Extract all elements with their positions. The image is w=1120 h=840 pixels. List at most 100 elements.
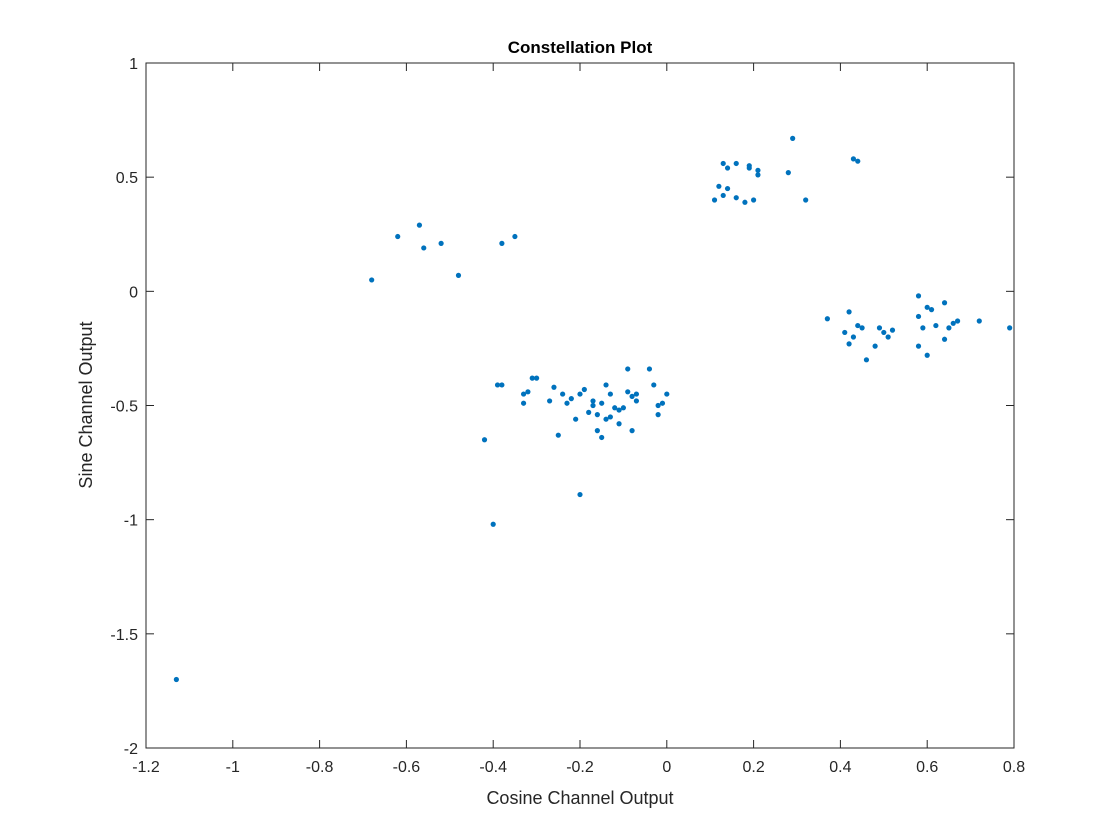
scatter-point <box>573 416 579 422</box>
scatter-point <box>720 160 726 167</box>
scatter-point <box>846 341 852 347</box>
scatter-point <box>494 382 501 388</box>
scatter-point <box>455 272 462 278</box>
scatter-point <box>733 160 739 167</box>
scatter-point <box>842 329 848 336</box>
scatter-point <box>785 170 791 176</box>
scatter-point <box>590 402 596 409</box>
scatter-point <box>534 375 540 381</box>
x-tick-label: -1 <box>226 759 240 776</box>
scatter-point <box>790 135 796 141</box>
scatter-point <box>547 398 553 404</box>
y-tick-label: -2 <box>124 741 138 758</box>
y-tick-label: 0 <box>129 284 138 301</box>
scatter-point <box>560 391 566 397</box>
scatter-point <box>950 320 956 326</box>
scatter-point <box>1007 325 1013 331</box>
scatter-point <box>724 185 731 192</box>
scatter-point <box>481 437 488 443</box>
scatter-point <box>633 391 640 397</box>
x-tick-label: -1.2 <box>132 759 160 776</box>
scatter-point <box>889 327 896 333</box>
y-tick-labels: -2 -1.5 -1 -0.5 0 0.5 1 <box>110 56 138 758</box>
scatter-point <box>616 407 622 413</box>
y-tick-label: -1 <box>124 513 138 530</box>
x-tick-label: 0.2 <box>742 759 764 776</box>
scatter-point <box>859 325 865 331</box>
scatter-point <box>915 343 922 349</box>
scatter-point <box>607 414 613 420</box>
scatter-point <box>629 393 635 399</box>
scatter-point <box>607 391 613 397</box>
scatter-point <box>954 318 961 324</box>
scatter-point <box>603 382 609 388</box>
scatter-point <box>577 491 583 498</box>
plot-frame <box>145 62 1015 749</box>
scatter-point <box>746 165 752 171</box>
y-axis-label: Sine Channel Output <box>76 321 96 488</box>
scatter-point <box>846 309 852 315</box>
x-tick-label: 0.6 <box>916 759 938 776</box>
x-tick-label: -0.8 <box>306 759 334 776</box>
scatter-point <box>395 233 401 240</box>
scatter-point <box>590 398 596 404</box>
scatter-point <box>885 334 891 340</box>
scatter-point <box>941 336 948 342</box>
scatter-point <box>924 352 930 358</box>
scatter-point <box>581 386 587 393</box>
scatter-point <box>976 318 982 324</box>
scatter-point <box>529 375 535 381</box>
scatter-point <box>369 277 375 283</box>
x-tick-label: -0.6 <box>393 759 421 776</box>
scatter-point <box>499 382 505 388</box>
scatter-point <box>751 197 757 203</box>
scatter-point <box>742 199 748 205</box>
x-tick-label: 0.4 <box>829 759 851 776</box>
scatter-point <box>594 428 600 434</box>
scatter-point <box>946 325 952 331</box>
y-tick-label: 0.5 <box>116 170 138 187</box>
x-axis-label: Cosine Channel Output <box>486 788 673 808</box>
x-tick-label: 0.8 <box>1003 759 1025 776</box>
scatter-point <box>876 325 883 331</box>
scatter-point <box>803 197 809 203</box>
y-tick-label: 1 <box>129 56 138 73</box>
scatter-point <box>724 165 731 171</box>
scatter-point <box>616 421 622 427</box>
scatter-point <box>490 521 496 527</box>
scatter-point <box>928 307 935 313</box>
scatter-point <box>850 334 857 340</box>
scatter-point <box>655 412 661 418</box>
scatter-point <box>855 158 861 164</box>
scatter-point <box>915 313 922 320</box>
scatter-point <box>655 402 661 409</box>
scatter-point <box>850 156 857 162</box>
y-tick-label: -0.5 <box>110 399 138 416</box>
scatter-point <box>933 322 939 329</box>
scatter-point <box>716 183 722 189</box>
scatter-point <box>629 428 635 434</box>
scatter-point <box>416 222 423 228</box>
scatter-point <box>520 391 527 397</box>
x-tick-label: -0.4 <box>479 759 507 776</box>
scatter-point <box>555 432 561 438</box>
scatter-point <box>173 676 179 683</box>
scatter-point <box>499 240 505 246</box>
scatter-point <box>633 398 640 404</box>
scatter-point <box>603 416 609 422</box>
scatter-point <box>577 391 583 397</box>
scatter-point <box>568 396 574 402</box>
scatter-point <box>520 400 527 406</box>
scatter-point <box>625 389 631 395</box>
scatter-point <box>915 293 922 299</box>
scatter-point <box>599 400 605 406</box>
scatter-point <box>646 366 653 372</box>
scatter-point <box>720 192 726 199</box>
data-points <box>173 135 1013 683</box>
scatter-point <box>512 233 518 240</box>
scatter-point <box>586 409 592 415</box>
scatter-point <box>564 400 570 406</box>
scatter-point <box>941 300 948 306</box>
scatter-point <box>920 325 926 331</box>
